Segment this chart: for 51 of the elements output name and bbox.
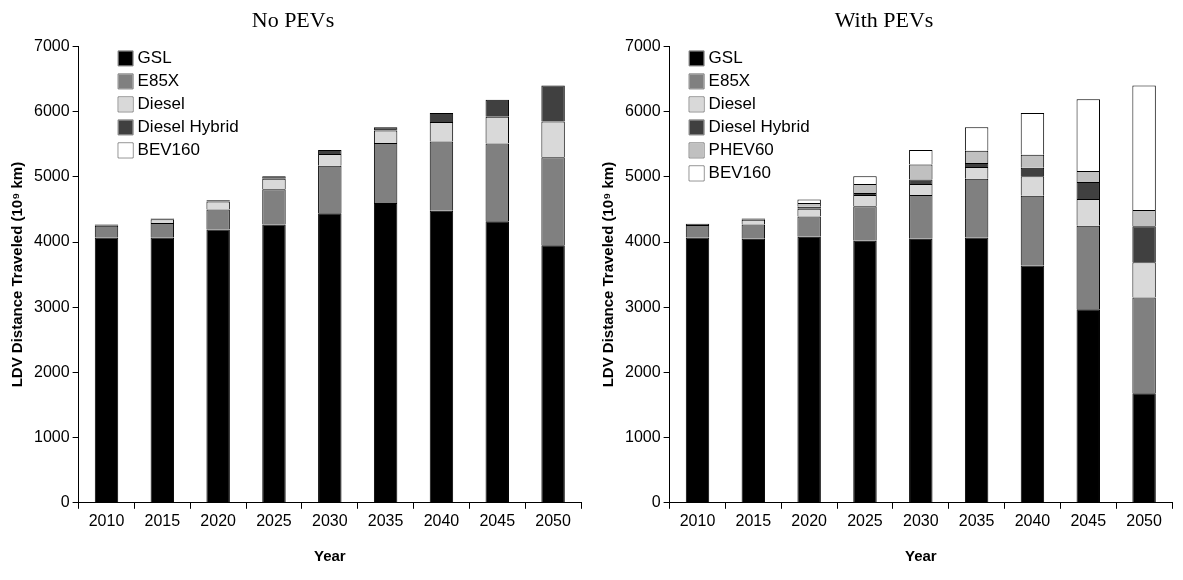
legend-label: GSL	[137, 48, 172, 68]
y-tick-label: 3000	[625, 297, 661, 315]
x-tick-label: 2010	[88, 511, 125, 529]
legend-label: Diesel Hybrid	[137, 117, 239, 137]
y-tick-label: 4000	[625, 232, 661, 250]
x-axis-title: Year	[313, 547, 346, 565]
legend-label: BEV160	[708, 163, 771, 183]
x-tick-label: 2010	[679, 511, 716, 529]
y-tick-label: 6000	[625, 102, 661, 120]
y-axis-title: LDV Distance Traveled (10⁹ km)	[8, 161, 26, 388]
legend-label: GSL	[708, 48, 743, 68]
y-tick-label: 5000	[34, 167, 70, 185]
chart-title: With PEVs	[834, 6, 934, 32]
chart-title: No PEVs	[251, 6, 335, 32]
y-tick-label: 1000	[34, 428, 70, 446]
legend-label: PHEV60	[708, 140, 774, 160]
x-tick-label: 2015	[735, 511, 772, 529]
y-tick-label: 2000	[34, 362, 70, 380]
x-tick-label: 2020	[791, 511, 828, 529]
y-tick-label: 4000	[34, 232, 70, 250]
x-tick-label: 2045	[1070, 511, 1107, 529]
x-tick-label: 2030	[903, 511, 939, 529]
x-tick-label: 2030	[312, 511, 348, 529]
x-axis-title: Year	[904, 547, 937, 565]
y-tick-label: 7000	[34, 36, 70, 54]
y-axis-title: LDV Distance Traveled (10⁹ km)	[599, 161, 617, 388]
y-tick-label: 3000	[34, 297, 70, 315]
x-tick-label: 2040	[423, 511, 460, 529]
y-tick-label: 2000	[625, 362, 661, 380]
x-tick-label: 2025	[847, 511, 883, 529]
x-tick-label: 2025	[256, 511, 292, 529]
x-tick-label: 2050	[1126, 511, 1162, 529]
x-tick-label: 2035	[367, 511, 404, 529]
legend-label: BEV160	[137, 140, 200, 160]
x-tick-label: 2020	[200, 511, 237, 529]
legend-label: E85X	[708, 71, 751, 91]
x-tick-label: 2050	[535, 511, 571, 529]
legend-label: Diesel Hybrid	[708, 117, 810, 137]
x-tick-label: 2040	[1014, 511, 1051, 529]
y-tick-label: 6000	[34, 102, 70, 120]
y-tick-label: 5000	[625, 167, 661, 185]
y-tick-label: 7000	[625, 36, 661, 54]
y-tick-label: 1000	[625, 428, 661, 446]
y-tick-label: 0	[651, 493, 661, 511]
legend-label: Diesel	[137, 94, 185, 114]
x-tick-label: 2045	[479, 511, 516, 529]
x-tick-label: 2035	[958, 511, 995, 529]
legend-label: Diesel	[708, 94, 756, 114]
y-tick-label: 0	[60, 493, 70, 511]
legend-label: E85X	[137, 71, 180, 91]
x-tick-label: 2015	[144, 511, 181, 529]
